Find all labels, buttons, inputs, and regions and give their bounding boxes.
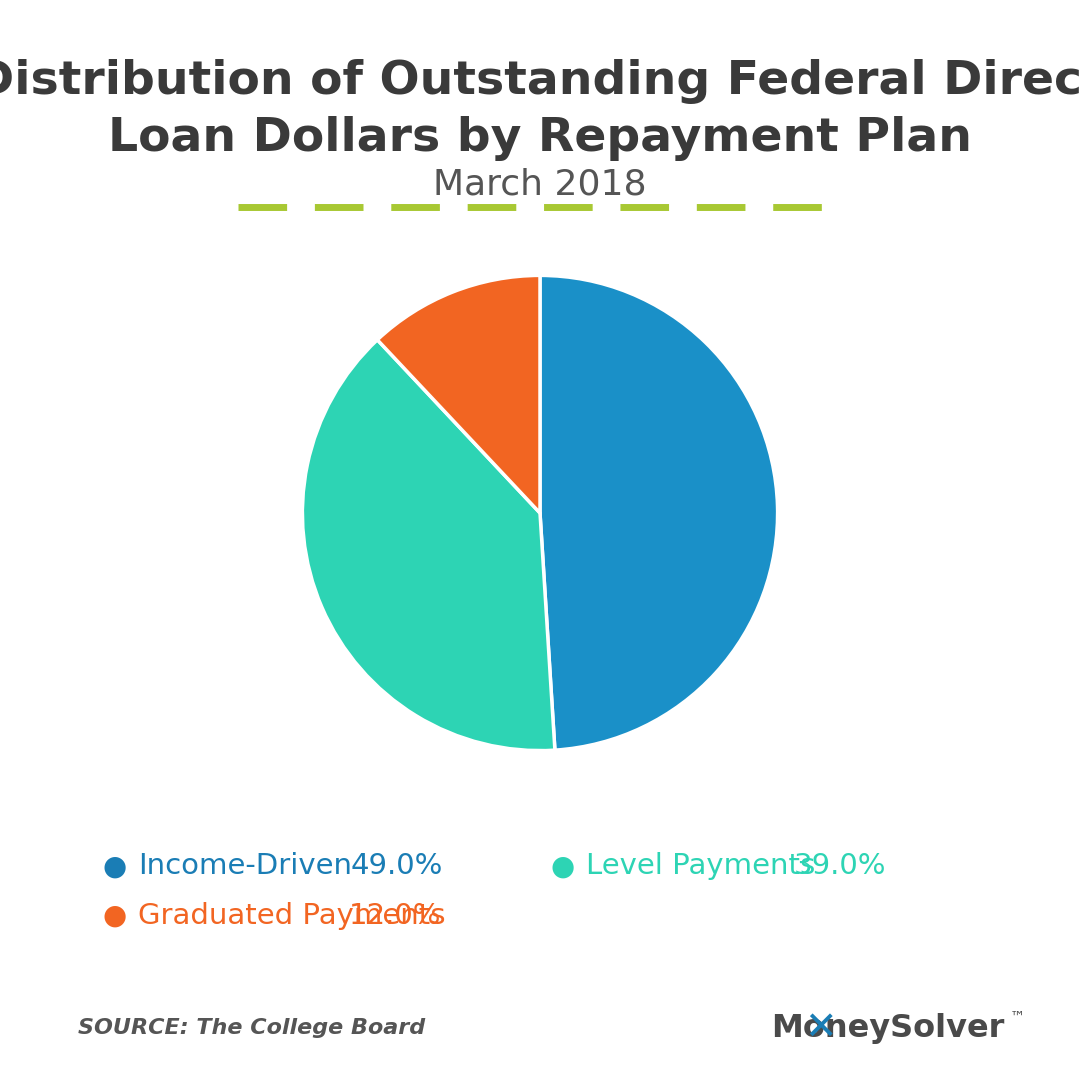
Text: 12.0%: 12.0% <box>349 902 442 930</box>
Text: Loan Dollars by Repayment Plan: Loan Dollars by Repayment Plan <box>108 116 972 161</box>
Wedge shape <box>540 275 778 751</box>
Text: ™: ™ <box>1010 1010 1025 1025</box>
Text: Graduated Payments: Graduated Payments <box>138 902 446 930</box>
Wedge shape <box>302 340 555 751</box>
Text: Income-Driven: Income-Driven <box>138 852 352 880</box>
Text: 39.0%: 39.0% <box>794 852 887 880</box>
Text: 49.0%: 49.0% <box>351 852 444 880</box>
Wedge shape <box>377 275 540 513</box>
Text: March 2018: March 2018 <box>433 167 647 201</box>
Text: MoneySolver: MoneySolver <box>771 1013 1004 1043</box>
Text: ●: ● <box>551 852 575 880</box>
Text: Distribution of Outstanding Federal Direct: Distribution of Outstanding Federal Dire… <box>0 59 1080 105</box>
Text: ●: ● <box>103 902 126 930</box>
Text: ●: ● <box>103 852 126 880</box>
Text: Level Payments: Level Payments <box>586 852 815 880</box>
Text: ✕: ✕ <box>805 1009 837 1048</box>
Text: SOURCE: The College Board: SOURCE: The College Board <box>78 1018 424 1038</box>
